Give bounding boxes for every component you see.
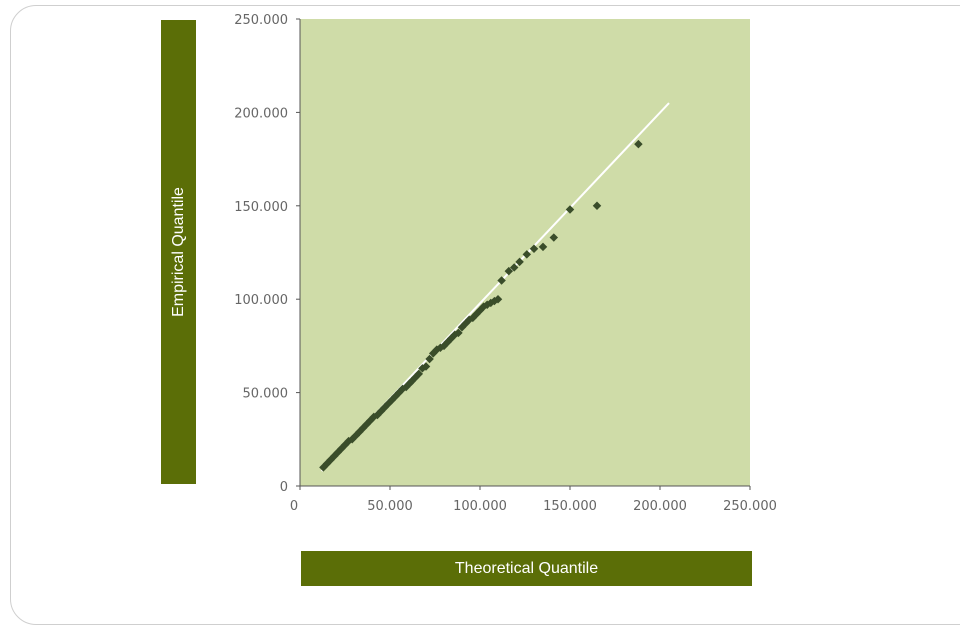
y-tick-label: 50.000 (243, 387, 289, 402)
data-points (319, 139, 643, 472)
data-point (504, 266, 514, 276)
x-tick-label: 50.000 (367, 499, 413, 514)
data-point (454, 328, 463, 338)
x-tick-label: 100.000 (453, 499, 507, 514)
x-axis-label: Theoretical Quantile (454, 559, 599, 577)
x-tick-label: 250.000 (723, 499, 777, 514)
data-point (497, 276, 506, 285)
data-point (425, 354, 434, 364)
data-point (421, 362, 431, 371)
data-point (414, 369, 424, 379)
axes: 0 50.000 100.000 150.000 200.000 250.000 0 50.0… (234, 13, 777, 514)
x-tick-label: 0 (290, 499, 298, 514)
data-point (509, 263, 519, 272)
x-axis-label-box: Theoretical Quantile (301, 551, 752, 586)
y-tick-label: 150.000 (234, 200, 288, 215)
x-tick-label: 200.000 (633, 499, 687, 514)
data-point (493, 294, 503, 304)
data-point (515, 257, 524, 267)
y-axis-label-box: Empirical Quantile (161, 20, 196, 484)
y-tick-label: 100.000 (234, 293, 288, 308)
y-tick-label: 0 (280, 480, 288, 495)
x-tick-label: 150.000 (543, 499, 597, 514)
qq-plot: 0 50.000 100.000 150.000 200.000 250.000 0 50.0… (234, 13, 777, 514)
y-tick-label: 250.000 (234, 13, 288, 28)
y-tick-label: 200.000 (234, 106, 288, 121)
